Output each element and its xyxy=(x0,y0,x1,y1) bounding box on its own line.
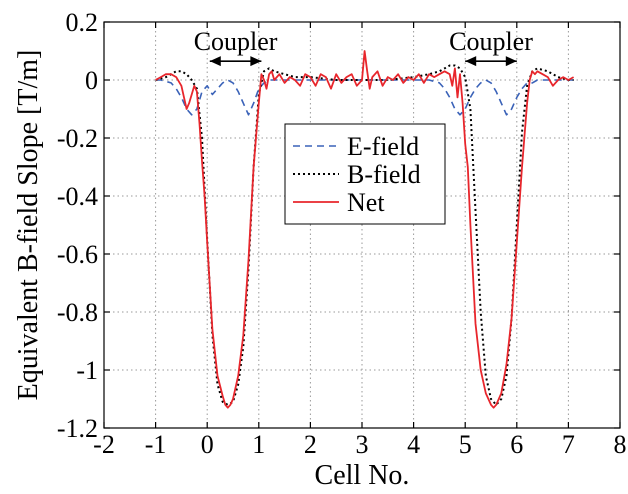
grid xyxy=(103,21,621,429)
arrow-head-left xyxy=(465,56,477,67)
annotation-label: Coupler xyxy=(194,27,278,56)
double-arrow xyxy=(465,56,517,67)
y-tick-label: 0 xyxy=(85,66,98,95)
x-tick-label: 5 xyxy=(459,430,472,459)
y-tick-label: -0.6 xyxy=(57,240,98,269)
series-line-net xyxy=(155,50,575,409)
arrow-head-right xyxy=(505,56,517,67)
x-tick-label: 0 xyxy=(201,430,214,459)
arrow-head-right xyxy=(250,56,262,67)
x-tick-label: 7 xyxy=(562,430,575,459)
x-tick-label: 1 xyxy=(252,430,265,459)
arrow-head-left xyxy=(209,56,221,67)
y-tick-label: -1 xyxy=(76,356,98,385)
double-arrow xyxy=(209,56,262,67)
series-line-b-field xyxy=(155,64,574,406)
annotations: Coupler Coupler xyxy=(194,27,533,67)
x-tick-label: -2 xyxy=(93,430,115,459)
legend-box xyxy=(284,123,446,225)
x-tick-label: 6 xyxy=(510,430,523,459)
x-tick-label: -1 xyxy=(145,430,167,459)
y-axis-label: Equivalent B-field Slope [T/m] xyxy=(13,50,44,401)
legend-label-e-field: E-field xyxy=(347,132,419,161)
legend-label-net: Net xyxy=(347,188,385,217)
annotation-label: Coupler xyxy=(449,27,533,56)
x-tick-label: 2 xyxy=(304,430,317,459)
y-tick-label: -0.4 xyxy=(57,182,98,211)
x-tick-label: 3 xyxy=(356,430,369,459)
y-tick-label: -0.8 xyxy=(57,298,98,327)
y-tick-label: 0.2 xyxy=(66,8,99,37)
x-tick-label: 8 xyxy=(614,430,627,459)
y-tick-label: -1.2 xyxy=(57,414,98,443)
series-lines xyxy=(155,50,575,409)
x-tick-label: 4 xyxy=(407,430,420,459)
x-axis-label: Cell No. xyxy=(315,460,410,491)
legend-label-b-field: B-field xyxy=(347,160,421,189)
y-tick-label: -0.2 xyxy=(57,124,98,153)
series-line-e-field xyxy=(155,79,574,116)
ticks: -2 -1 0 1 2 3 4 5 6 7 8 -1.2 -1 -0.8 -0.6 -0.4 -0.2 0 0.2 xyxy=(57,8,627,459)
